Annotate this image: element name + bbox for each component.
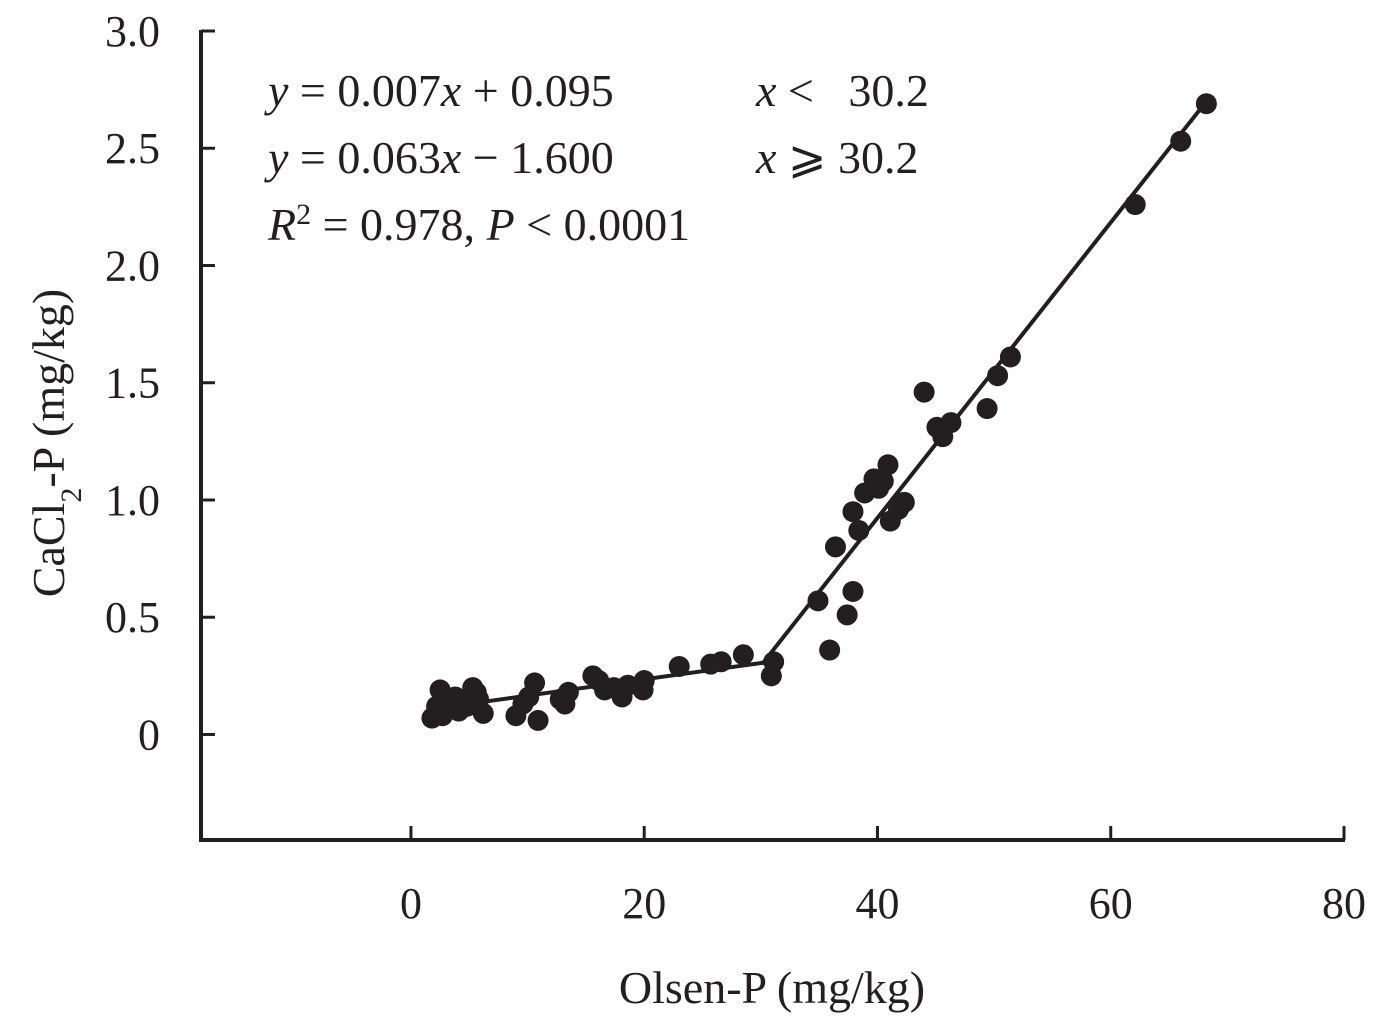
eq3-mid: = 0.978, <box>311 199 486 250</box>
data-point <box>842 580 864 602</box>
x-tick-label: 60 <box>1089 879 1133 928</box>
data-point <box>732 644 754 666</box>
equation-line-2: y = 0.063x − 1.600 <box>264 132 614 183</box>
data-point <box>976 398 998 420</box>
data-point <box>527 709 549 731</box>
data-point <box>819 639 841 661</box>
data-point <box>893 491 915 513</box>
y-tick-label: 2.0 <box>105 241 160 290</box>
data-point <box>668 655 690 677</box>
eq3-sup: 2 <box>296 198 311 231</box>
data-point <box>848 519 870 541</box>
y-tick-label: 2.5 <box>105 124 160 173</box>
cond2-text: ⩾ 30.2 <box>776 132 918 183</box>
eq3-p: P <box>486 199 515 250</box>
fit-line-segment-2 <box>761 99 1209 665</box>
data-point <box>999 346 1021 368</box>
y-tick-label: 0 <box>138 710 160 759</box>
y-tick-label: 0.5 <box>105 593 160 642</box>
equation-line-3: R2 = 0.978, P < 0.0001 <box>267 198 690 251</box>
fit-lines <box>432 99 1209 711</box>
x-tick-label: 40 <box>855 879 899 928</box>
data-point <box>842 501 864 523</box>
y-axis-title-rest: -P (mg/kg) <box>23 289 74 488</box>
data-point <box>1170 130 1192 152</box>
equation-line-1: y = 0.007x + 0.095 <box>264 65 614 116</box>
eq2-eq: = 0.063 <box>288 132 440 183</box>
axes <box>199 29 1346 842</box>
data-point <box>710 651 732 673</box>
data-point <box>940 412 962 434</box>
y-tick-labels: 0 0.5 1.0 1.5 2.0 2.5 3.0 <box>105 7 160 759</box>
data-point <box>836 604 858 626</box>
y-tick-label: 1.0 <box>105 476 160 525</box>
data-point <box>472 702 494 724</box>
data-point <box>1195 93 1217 115</box>
eq1-y: y <box>264 65 289 116</box>
y-axis-title-subscript: 2 <box>55 488 88 503</box>
y-tick-label: 1.5 <box>105 359 160 408</box>
data-point <box>557 681 579 703</box>
equation-condition-2: x ⩾ 30.2 <box>755 132 918 183</box>
data-point <box>913 381 935 403</box>
y-axis-title-main: CaCl <box>23 503 74 598</box>
data-point <box>763 651 785 673</box>
y-tick-label: 3.0 <box>105 7 160 56</box>
eq3-rest: < 0.0001 <box>515 199 690 250</box>
data-point <box>633 670 655 692</box>
x-tick-label: 20 <box>622 879 666 928</box>
cond2-x: x <box>755 132 777 183</box>
x-tick-label: 80 <box>1322 879 1366 928</box>
data-point <box>987 365 1009 387</box>
eq1-rest: + 0.095 <box>461 65 613 116</box>
data-point <box>807 590 829 612</box>
data-point <box>872 470 894 492</box>
x-tick-label: 0 <box>400 879 422 928</box>
eq3-r: R <box>267 199 296 250</box>
eq2-y: y <box>264 132 289 183</box>
eq1-x: x <box>440 65 462 116</box>
eq1-eq: = 0.007 <box>288 65 440 116</box>
data-points <box>421 93 1217 731</box>
data-point <box>524 672 546 694</box>
x-tick-labels: 0 20 40 60 80 <box>400 879 1366 928</box>
data-point <box>824 536 846 558</box>
data-point <box>877 454 899 476</box>
equation-condition-1: x < 30.2 <box>755 65 929 116</box>
y-axis-title: CaCl2-P (mg/kg) <box>23 289 88 597</box>
cond1-text: < 30.2 <box>776 65 928 116</box>
eq2-rest: − 1.600 <box>461 132 613 183</box>
data-point <box>1124 194 1146 216</box>
eq2-x: x <box>440 132 462 183</box>
cond1-x: x <box>755 65 777 116</box>
x-axis-title: Olsen-P (mg/kg) <box>619 962 925 1013</box>
